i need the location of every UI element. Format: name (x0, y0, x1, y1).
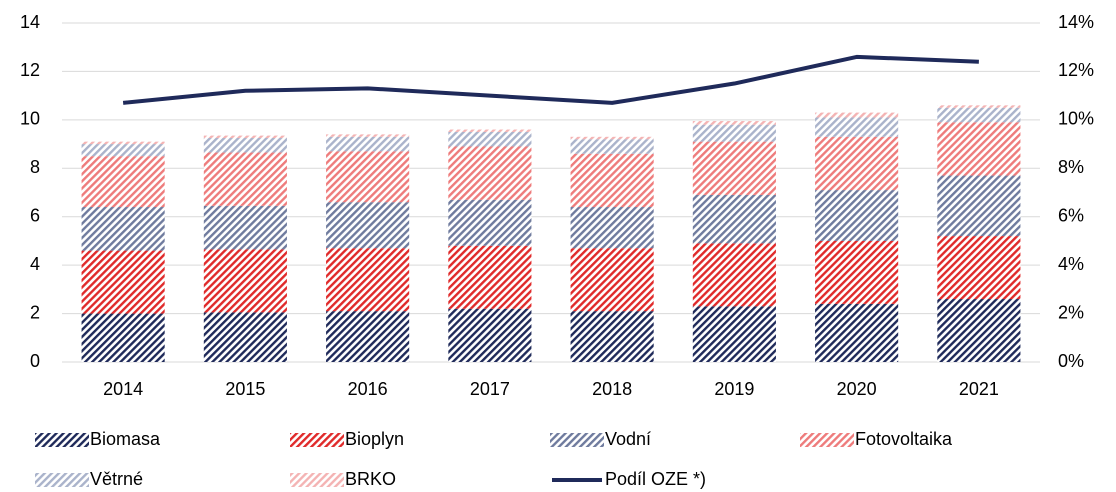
y-tick-label: 6 (30, 205, 40, 225)
bar-segment (937, 175, 1021, 237)
bar-segment (692, 243, 776, 307)
y2-tick-label: 4% (1058, 254, 1084, 274)
bar-segment (692, 141, 776, 195)
bar-segment (448, 131, 532, 147)
y2-tick-label: 2% (1058, 302, 1084, 322)
bar-segment (203, 249, 287, 313)
legend-swatch (290, 473, 344, 487)
y-tick-label: 10 (20, 109, 40, 129)
bar-segment (326, 202, 410, 249)
bar-segment (326, 248, 410, 312)
line-series (122, 54, 979, 105)
bar-segment (692, 121, 776, 125)
legend-label: Vodní (605, 429, 651, 449)
legend-label: BRKO (345, 469, 396, 489)
bar-segment (692, 124, 776, 142)
legend-label: Podíl OZE *) (605, 469, 706, 489)
bar-segment (81, 313, 165, 362)
legend-swatch (35, 433, 89, 447)
x-tick-label: 2015 (225, 379, 265, 399)
bar-segment (81, 250, 165, 314)
x-tick-label: 2016 (348, 379, 388, 399)
bar-segment (203, 152, 287, 206)
legend-label: Větrné (90, 469, 143, 489)
y2-tick-label: 12% (1058, 60, 1094, 80)
bar-segment (81, 144, 165, 157)
bar-segment (448, 308, 532, 362)
bar-segment (81, 141, 165, 145)
bar-segment (815, 117, 899, 137)
bar-segment (815, 136, 899, 191)
bar-segment (448, 146, 532, 200)
legend-label: Biomasa (90, 429, 161, 449)
y-tick-label: 8 (30, 157, 40, 177)
y-tick-label: 4 (30, 254, 40, 274)
bar-segment (81, 156, 165, 208)
legend-swatch (290, 433, 344, 447)
bar-segment (448, 129, 532, 132)
bar-segment (570, 139, 654, 154)
bar-segment (815, 240, 899, 304)
y2-tick-label: 14% (1058, 12, 1094, 32)
bar-segment (570, 207, 654, 249)
bar-segment (570, 153, 654, 208)
y-tick-label: 0 (30, 351, 40, 371)
bar-segment (570, 136, 654, 140)
bar-segment (81, 207, 165, 251)
bar-segment (937, 105, 1021, 108)
bar-segment (203, 138, 287, 153)
bar-segment (815, 190, 899, 241)
bar-segment (937, 107, 1021, 123)
bar-segment (448, 199, 532, 246)
y-tick-label: 2 (30, 302, 40, 322)
bar-segment (570, 248, 654, 312)
bar-segment (326, 136, 410, 152)
y2-tick-label: 6% (1058, 205, 1084, 225)
legend-swatch (35, 473, 89, 487)
bar-segment (937, 236, 1021, 300)
bar-segment (203, 312, 287, 362)
bar-segment (448, 245, 532, 309)
bar-segment (815, 303, 899, 362)
bar-segment (937, 299, 1021, 362)
x-tick-label: 2021 (959, 379, 999, 399)
y2-tick-label: 10% (1058, 109, 1094, 129)
legend-label: Fotovoltaika (855, 429, 953, 449)
y-tick-label: 12 (20, 60, 40, 80)
bar-segment (815, 112, 899, 118)
x-tick-label: 2018 (592, 379, 632, 399)
x-tick-label: 2014 (103, 379, 143, 399)
x-tick-label: 2019 (714, 379, 754, 399)
y-tick-label: 14 (20, 12, 40, 32)
bar-segment (692, 306, 776, 362)
legend-swatch (550, 433, 604, 447)
bar-segment (326, 311, 410, 362)
legend-swatch (800, 433, 854, 447)
x-tick-label: 2020 (837, 379, 877, 399)
bar-segment (937, 122, 1021, 176)
bar-segment (570, 311, 654, 362)
y2-tick-label: 0% (1058, 351, 1084, 371)
bar-segment (326, 134, 410, 137)
x-tick-label: 2017 (470, 379, 510, 399)
bar-segment (203, 205, 287, 250)
bar-segment (692, 194, 776, 244)
bar-segment (203, 135, 287, 139)
y2-tick-label: 8% (1058, 157, 1084, 177)
bar-segment (326, 151, 410, 203)
legend-label: Bioplyn (345, 429, 404, 449)
